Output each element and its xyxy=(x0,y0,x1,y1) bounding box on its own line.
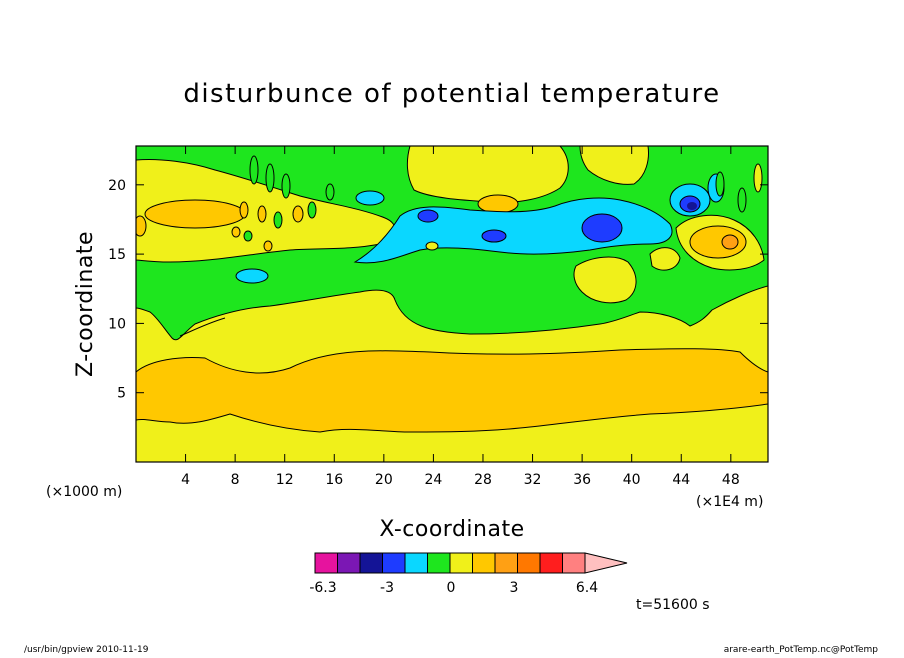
x-tick-label: 4 xyxy=(181,472,190,488)
colorbar-swatch xyxy=(517,552,541,574)
colorbar-swatch xyxy=(539,552,563,574)
y-tick-label: 10 xyxy=(108,316,126,332)
x-tick-label: 40 xyxy=(623,472,641,488)
small-contour-dip xyxy=(179,317,226,337)
x-tick-label: 36 xyxy=(573,472,591,488)
x-tick-label: 24 xyxy=(424,472,442,488)
warm-cell-top-center xyxy=(477,194,519,214)
colorbar-arrow xyxy=(584,552,628,574)
warm-cell-right xyxy=(689,225,747,259)
time-label: t=51600 s xyxy=(636,597,710,613)
colorbar-swatch xyxy=(359,552,383,574)
footer-right: arare-earth_PotTemp.nc@PotTemp xyxy=(724,645,879,654)
colorbar-label: -3 xyxy=(380,580,394,596)
colorbar-swatch xyxy=(494,552,518,574)
colorbar-label: -6.3 xyxy=(309,580,336,596)
warm-cell-left xyxy=(144,199,246,229)
cold-cell-left xyxy=(355,190,385,206)
colorbar-swatch xyxy=(337,552,361,574)
warm-pocket-small-1 xyxy=(649,247,681,271)
colorbar-swatch xyxy=(314,552,338,574)
colorbar-labels: -6.3 -3 0 3 6.4 xyxy=(309,580,598,596)
warm-band-region xyxy=(136,348,768,433)
cold-core-4-center xyxy=(687,202,697,210)
warm-pocket-top-center xyxy=(406,146,569,203)
colorbar-swatch xyxy=(427,552,451,574)
y-tick-label: 5 xyxy=(117,386,126,402)
colorbar-swatch xyxy=(404,552,428,574)
x-tick-label: 48 xyxy=(722,472,740,488)
contour-fields xyxy=(136,146,768,433)
cold-cell-small xyxy=(235,268,269,284)
y-axis-unit: (×1000 m) xyxy=(46,484,122,500)
chart-title: disturbunce of potential temperature xyxy=(183,79,720,109)
x-tick-label: 32 xyxy=(524,472,542,488)
colorbar xyxy=(314,552,628,574)
x-tick-label: 20 xyxy=(375,472,393,488)
colorbar-label: 6.4 xyxy=(576,580,598,596)
plot-frame xyxy=(135,145,769,463)
colorbar-label: 3 xyxy=(510,580,519,596)
y-tick-label: 15 xyxy=(108,247,126,263)
warm-pocket-top-right xyxy=(579,146,649,185)
colorbar-swatch xyxy=(449,552,473,574)
x-tick-label: 12 xyxy=(276,472,294,488)
x-axis: 4 8 12 16 20 24 28 32 36 40 44 48 xyxy=(181,146,740,488)
y-axis: 5 10 15 20 xyxy=(108,178,768,402)
wave-cells xyxy=(136,155,763,252)
warm-pocket-right xyxy=(573,256,637,304)
cold-core-1 xyxy=(417,209,439,223)
x-tick-label: 28 xyxy=(474,472,492,488)
x-tick-label: 16 xyxy=(325,472,343,488)
plot-area xyxy=(135,145,769,463)
x-tick-label: 8 xyxy=(231,472,240,488)
warm-cell-right-core xyxy=(721,234,739,250)
cold-core-2 xyxy=(481,229,507,243)
footer-left: /usr/bin/gpview 2010-11-19 xyxy=(24,645,149,654)
cold-core-3 xyxy=(581,213,623,243)
y-axis-label: Z-coordinate xyxy=(73,231,98,377)
colorbar-swatch xyxy=(562,552,586,574)
x-axis-label: X-coordinate xyxy=(379,517,524,542)
colorbar-swatch xyxy=(472,552,496,574)
x-tick-label: 44 xyxy=(672,472,690,488)
x-axis-unit: (×1E4 m) xyxy=(696,494,763,510)
colorbar-swatch xyxy=(382,552,406,574)
y-tick-label: 20 xyxy=(108,178,126,194)
colorbar-label: 0 xyxy=(447,580,456,596)
